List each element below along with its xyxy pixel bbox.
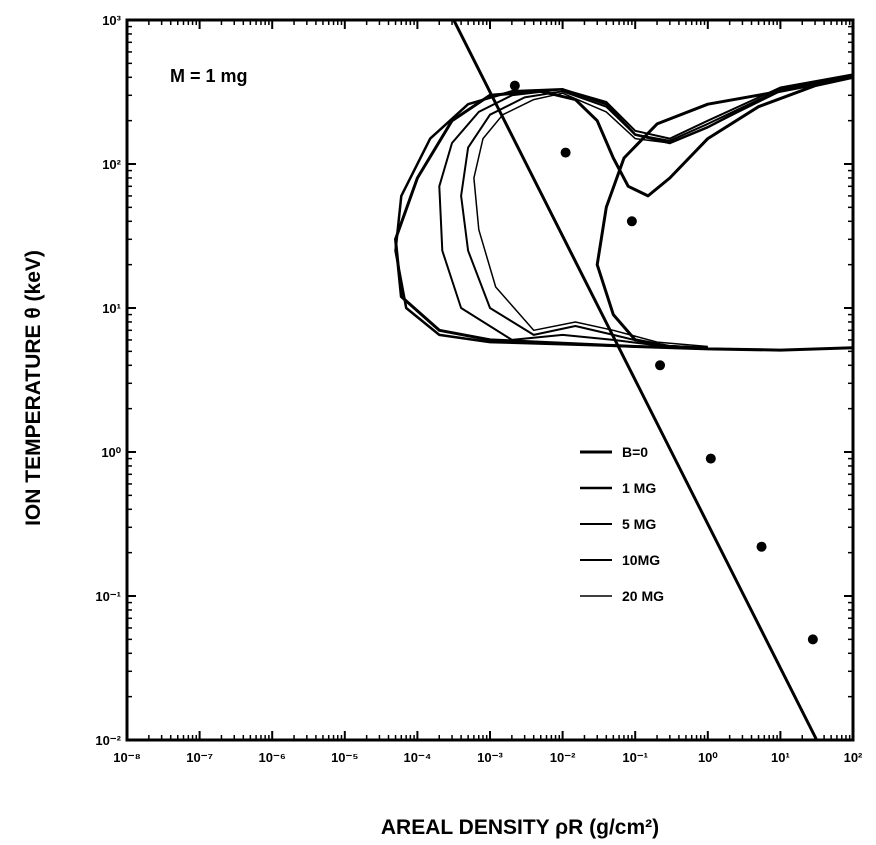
x-tick-label: 10⁻⁸ (113, 750, 140, 765)
ticks: 10⁻⁸ 10⁻⁷ 10⁻⁶ 10⁻⁵ 10⁻⁴ 10⁻³ 10⁻² 10⁻¹ 10⁰ 10¹ 10… (95, 13, 863, 765)
x-tick-label: 10⁻³ (477, 750, 503, 765)
y-tick-label: 10⁻¹ (95, 589, 121, 604)
legend-label: 5 MG (622, 516, 656, 532)
plot-area (125, 18, 855, 742)
y-tick-label: 10⁰ (101, 445, 121, 460)
x-tick-label: 10² (844, 750, 863, 765)
legend-label: 10MG (622, 552, 660, 568)
reference-line (452, 20, 819, 740)
y-tick-label: 10² (102, 157, 121, 172)
line-marker (655, 360, 666, 371)
x-tick-label: 10¹ (771, 750, 790, 765)
x-tick-label: 10⁰ (698, 750, 718, 765)
series-layer (394, 20, 853, 740)
series-line-b-0 (394, 75, 853, 352)
x-axis-title: AREAL DENSITY ρR (g/cm²) (381, 816, 659, 839)
x-tick-label: 10⁻⁶ (259, 750, 286, 765)
plot-frame (125, 18, 855, 742)
legend-label: 20 MG (622, 588, 664, 604)
legend-label: B=0 (622, 444, 648, 460)
series-line-5-mg (438, 73, 853, 349)
x-tick-label: 10⁻⁴ (404, 750, 432, 765)
x-tick-label: 10⁻² (550, 750, 576, 765)
series-line-10mg (460, 74, 853, 349)
x-tick-label: 10⁻⁵ (331, 750, 358, 765)
line-marker (509, 80, 520, 91)
x-tick-label: 10⁻⁷ (186, 750, 213, 765)
series-line-20-mg (473, 76, 853, 348)
line-marker (705, 453, 716, 464)
legend-label: 1 MG (622, 480, 656, 496)
y-axis-title: ION TEMPERATURE θ (keV) (22, 250, 45, 526)
legend: B=0 1 MG 5 MG 10MG 20 MG (580, 444, 664, 604)
line-marker (626, 216, 637, 227)
line-marker (756, 541, 767, 552)
mass-annotation: M = 1 mg (170, 66, 248, 86)
line-marker (560, 147, 571, 158)
y-tick-label: 10³ (102, 13, 121, 28)
y-tick-label: 10⁻² (95, 733, 121, 748)
y-tick-label: 10¹ (102, 301, 121, 316)
x-tick-label: 10⁻¹ (622, 750, 648, 765)
line-marker (807, 634, 818, 645)
